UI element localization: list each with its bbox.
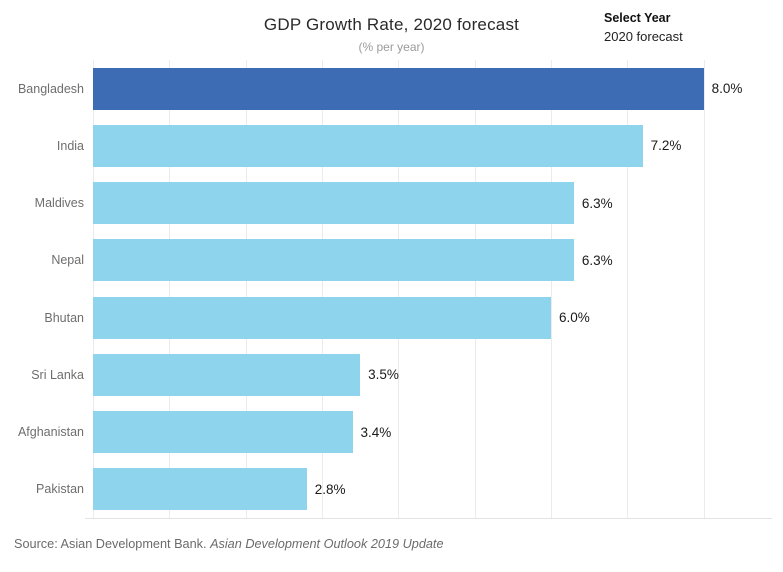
- bar: [93, 468, 307, 511]
- x-axis-line: [85, 518, 772, 519]
- source-publication: Asian Development Outlook 2019 Update: [210, 537, 444, 551]
- gridline: [551, 60, 552, 518]
- bar-value-label: 2.8%: [314, 481, 346, 497]
- chart-subtitle: (% per year): [358, 40, 425, 54]
- bars-layer: Bangladesh 8.0% India 7.2% Maldives 6.3% Nepal…: [18, 60, 780, 518]
- bar-value-label: 6.0%: [559, 310, 590, 326]
- chart-header: GDP Growth Rate, 2020 forecast (% per ye…: [0, 15, 783, 54]
- bar: [93, 239, 574, 282]
- category-label: India: [56, 138, 84, 153]
- bar-value-label: 6.3%: [581, 252, 613, 268]
- bar: [93, 182, 574, 225]
- bar-row: Maldives 6.3%: [35, 175, 780, 232]
- category-label: Maldives: [34, 196, 84, 211]
- bar-row: India 7.2%: [57, 117, 780, 174]
- gridline: [703, 60, 705, 518]
- bar: [93, 124, 643, 167]
- plot-area: Bangladesh 8.0% India 7.2% Maldives 6.3% Nepal…: [18, 60, 780, 519]
- bar-row: Bhutan 6.0%: [44, 289, 780, 346]
- bar-row: Bangladesh 8.0%: [18, 60, 780, 117]
- chart-title: GDP Growth Rate, 2020 forecast: [263, 15, 520, 34]
- gridline: [245, 60, 247, 518]
- bar-row: Nepal 6.3%: [51, 232, 780, 289]
- category-label: Bangladesh: [17, 81, 84, 96]
- bar: [93, 411, 353, 454]
- year-selector[interactable]: Select Year 2020 forecast: [604, 11, 683, 44]
- source-note: Source: Asian Development Bank. Asian De…: [14, 537, 444, 551]
- gridline: [93, 60, 94, 518]
- bar-value-label: 3.4%: [360, 424, 392, 440]
- bar: [93, 67, 704, 110]
- bar-value-label: 3.5%: [368, 367, 399, 383]
- bar-row: Pakistan 2.8%: [36, 461, 780, 518]
- gridline: [169, 60, 171, 518]
- category-label: Sri Lanka: [31, 367, 84, 382]
- year-selector-value[interactable]: 2020 forecast: [604, 29, 683, 44]
- source-text: Source: Asian Development Bank.: [14, 537, 211, 551]
- category-label: Nepal: [51, 253, 84, 268]
- bar: [93, 296, 551, 339]
- gridline: [627, 60, 629, 518]
- gridline: [474, 60, 476, 518]
- bar-row: Afghanistan 3.4%: [18, 404, 780, 461]
- category-label: Afghanistan: [17, 425, 84, 440]
- gridline: [322, 60, 323, 518]
- gridline: [398, 60, 400, 518]
- bar-value-label: 8.0%: [711, 81, 743, 97]
- bar-value-label: 7.2%: [650, 138, 682, 154]
- year-selector-label: Select Year: [604, 11, 671, 25]
- category-label: Pakistan: [36, 482, 84, 497]
- bar: [93, 353, 361, 396]
- bar-value-label: 6.3%: [581, 195, 613, 211]
- category-label: Bhutan: [44, 310, 84, 325]
- bar-row: Sri Lanka 3.5%: [31, 346, 780, 403]
